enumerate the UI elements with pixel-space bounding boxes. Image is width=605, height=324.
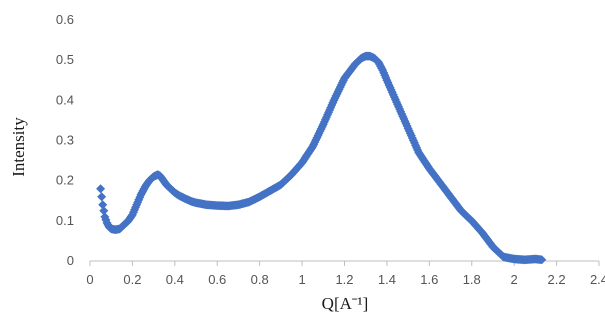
x-tick-label: 2	[511, 272, 518, 287]
data-series	[96, 51, 547, 265]
y-tick-label: 0	[67, 253, 74, 268]
x-tick-label: 0.4	[166, 272, 184, 287]
x-tick-label: 0	[86, 272, 93, 287]
x-tick-label: 1.4	[378, 272, 396, 287]
y-tick-label: 0.5	[56, 52, 74, 67]
y-tick-label: 0.4	[56, 92, 74, 107]
x-tick-label: 0.6	[208, 272, 226, 287]
y-tick-label: 0.1	[56, 213, 74, 228]
x-tick-label: 1.8	[463, 272, 481, 287]
x-tick-label: 1.2	[335, 272, 353, 287]
x-tick-label: 1.6	[420, 272, 438, 287]
x-tick-label: 2.2	[548, 272, 566, 287]
x-axis-title: Q[Aˉ¹]	[322, 294, 369, 313]
data-point	[537, 255, 547, 265]
x-tick-label: 0.2	[123, 272, 141, 287]
y-tick-label: 0.6	[56, 12, 74, 27]
data-point	[97, 192, 107, 202]
data-point	[98, 200, 108, 210]
data-point	[96, 184, 106, 194]
data-point	[99, 206, 109, 216]
x-axis-ticks: 0 0.2 0.4 0.6 0.8 1 1.2 1.4 1.6 1.8 2 2.2 2.4	[86, 261, 605, 287]
y-tick-label: 0.2	[56, 173, 74, 188]
x-tick-label: 1	[298, 272, 305, 287]
y-axis-title: Intensity	[9, 117, 28, 177]
x-tick-label: 2.4	[590, 272, 605, 287]
x-tick-label: 0.8	[251, 272, 269, 287]
y-tick-label: 0.3	[56, 133, 74, 148]
y-axis-ticks: 0 0.1 0.2 0.3 0.4 0.5 0.6	[56, 12, 74, 268]
